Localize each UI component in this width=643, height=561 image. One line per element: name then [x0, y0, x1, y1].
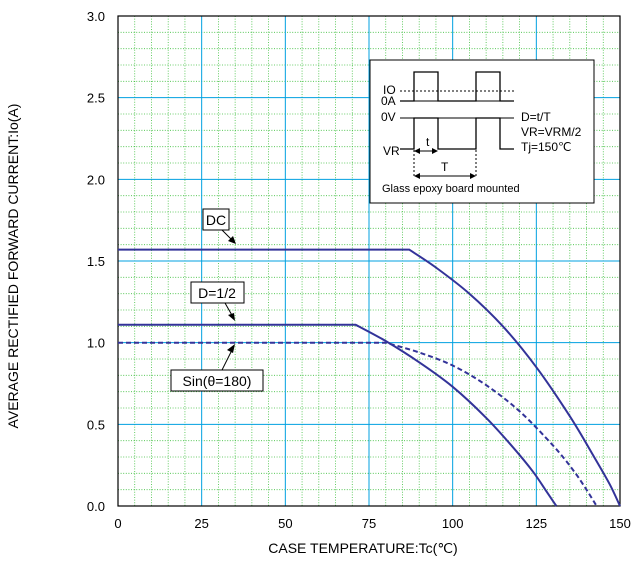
inset-zero-a-label: 0A	[381, 94, 396, 108]
y-tick-label: 3.0	[87, 9, 105, 24]
y-tick-labels: 0.0 0.5 1.0 1.5 2.0 2.5 3.0	[87, 9, 105, 514]
annotation-d12-arrowhead	[228, 313, 235, 321]
inset-t-arrowhead-right	[432, 148, 438, 154]
inset-duty-label: D=t/T	[521, 110, 551, 124]
inset-t-big-label: T	[441, 160, 449, 174]
x-tick-label: 50	[278, 516, 292, 531]
annotation-sin-arrowhead	[227, 344, 235, 353]
inset-voltage-wave	[400, 117, 514, 150]
annotation-dc-box	[202, 208, 230, 231]
x-tick-label: 0	[114, 516, 121, 531]
y-tick-label: 0.5	[87, 417, 105, 432]
y-tick-label: 2.5	[87, 91, 105, 106]
inset-io-label: IO	[383, 83, 396, 97]
annotation-sin-label: Sin(θ=180)	[183, 373, 252, 389]
annotation-sin-box	[170, 369, 264, 392]
x-tick-label: 125	[525, 516, 547, 531]
annotation-sin: Sin(θ=180)	[170, 344, 264, 392]
inset-vr-eq-label: VR=VRM/2	[521, 125, 582, 139]
inset-tj-label: Tj=150℃	[521, 140, 572, 154]
y-tick-label: 2.0	[87, 172, 105, 187]
inset-current-wave	[400, 71, 514, 102]
inset-box	[369, 59, 595, 204]
annotation-dc-label: DC	[206, 212, 226, 228]
series-group	[118, 248, 621, 507]
annotation-d12-label: D=1/2	[198, 285, 236, 301]
series-line-2	[118, 341, 598, 507]
inset-note: Glass epoxy board mounted	[382, 183, 520, 195]
y-tick-label: 1.0	[87, 336, 105, 351]
x-tick-label: 25	[194, 516, 208, 531]
annotation-dc: DC	[202, 208, 236, 244]
plot-frame	[117, 15, 621, 507]
inset-diagram: IO 0A 0V VR t T D=t/T VR=VRM/2 Tj=150℃ G…	[369, 59, 595, 204]
series-line-0	[118, 248, 621, 507]
y-axis-title: AVERAGE RECTIFIED FORWARD CURRENT:Io(A)	[5, 104, 21, 429]
annotation-d12-box	[190, 281, 245, 304]
inset-vr-label: VR	[383, 144, 400, 158]
inset-t-small-label: t	[426, 135, 430, 149]
inset-t-arrowhead-left	[414, 148, 420, 154]
x-tick-label: 75	[362, 516, 376, 531]
inset-period-arrowhead-left	[414, 173, 420, 179]
x-tick-label: 150	[609, 516, 631, 531]
annotation-sin-arrow	[221, 349, 233, 371]
y-tick-label: 0.0	[87, 499, 105, 514]
inset-period-arrowhead-right	[470, 173, 476, 179]
annotation-d12: D=1/2	[190, 281, 245, 321]
x-tick-labels: 0 25 50 75 100 125 150	[114, 516, 630, 531]
annotation-dc-arrowhead	[228, 236, 236, 244]
x-tick-label: 100	[442, 516, 464, 531]
y-tick-label: 1.5	[87, 254, 105, 269]
inset-zero-v-label: 0V	[381, 110, 396, 124]
x-axis-title: CASE TEMPERATURE:Tc(℃)	[268, 540, 457, 556]
